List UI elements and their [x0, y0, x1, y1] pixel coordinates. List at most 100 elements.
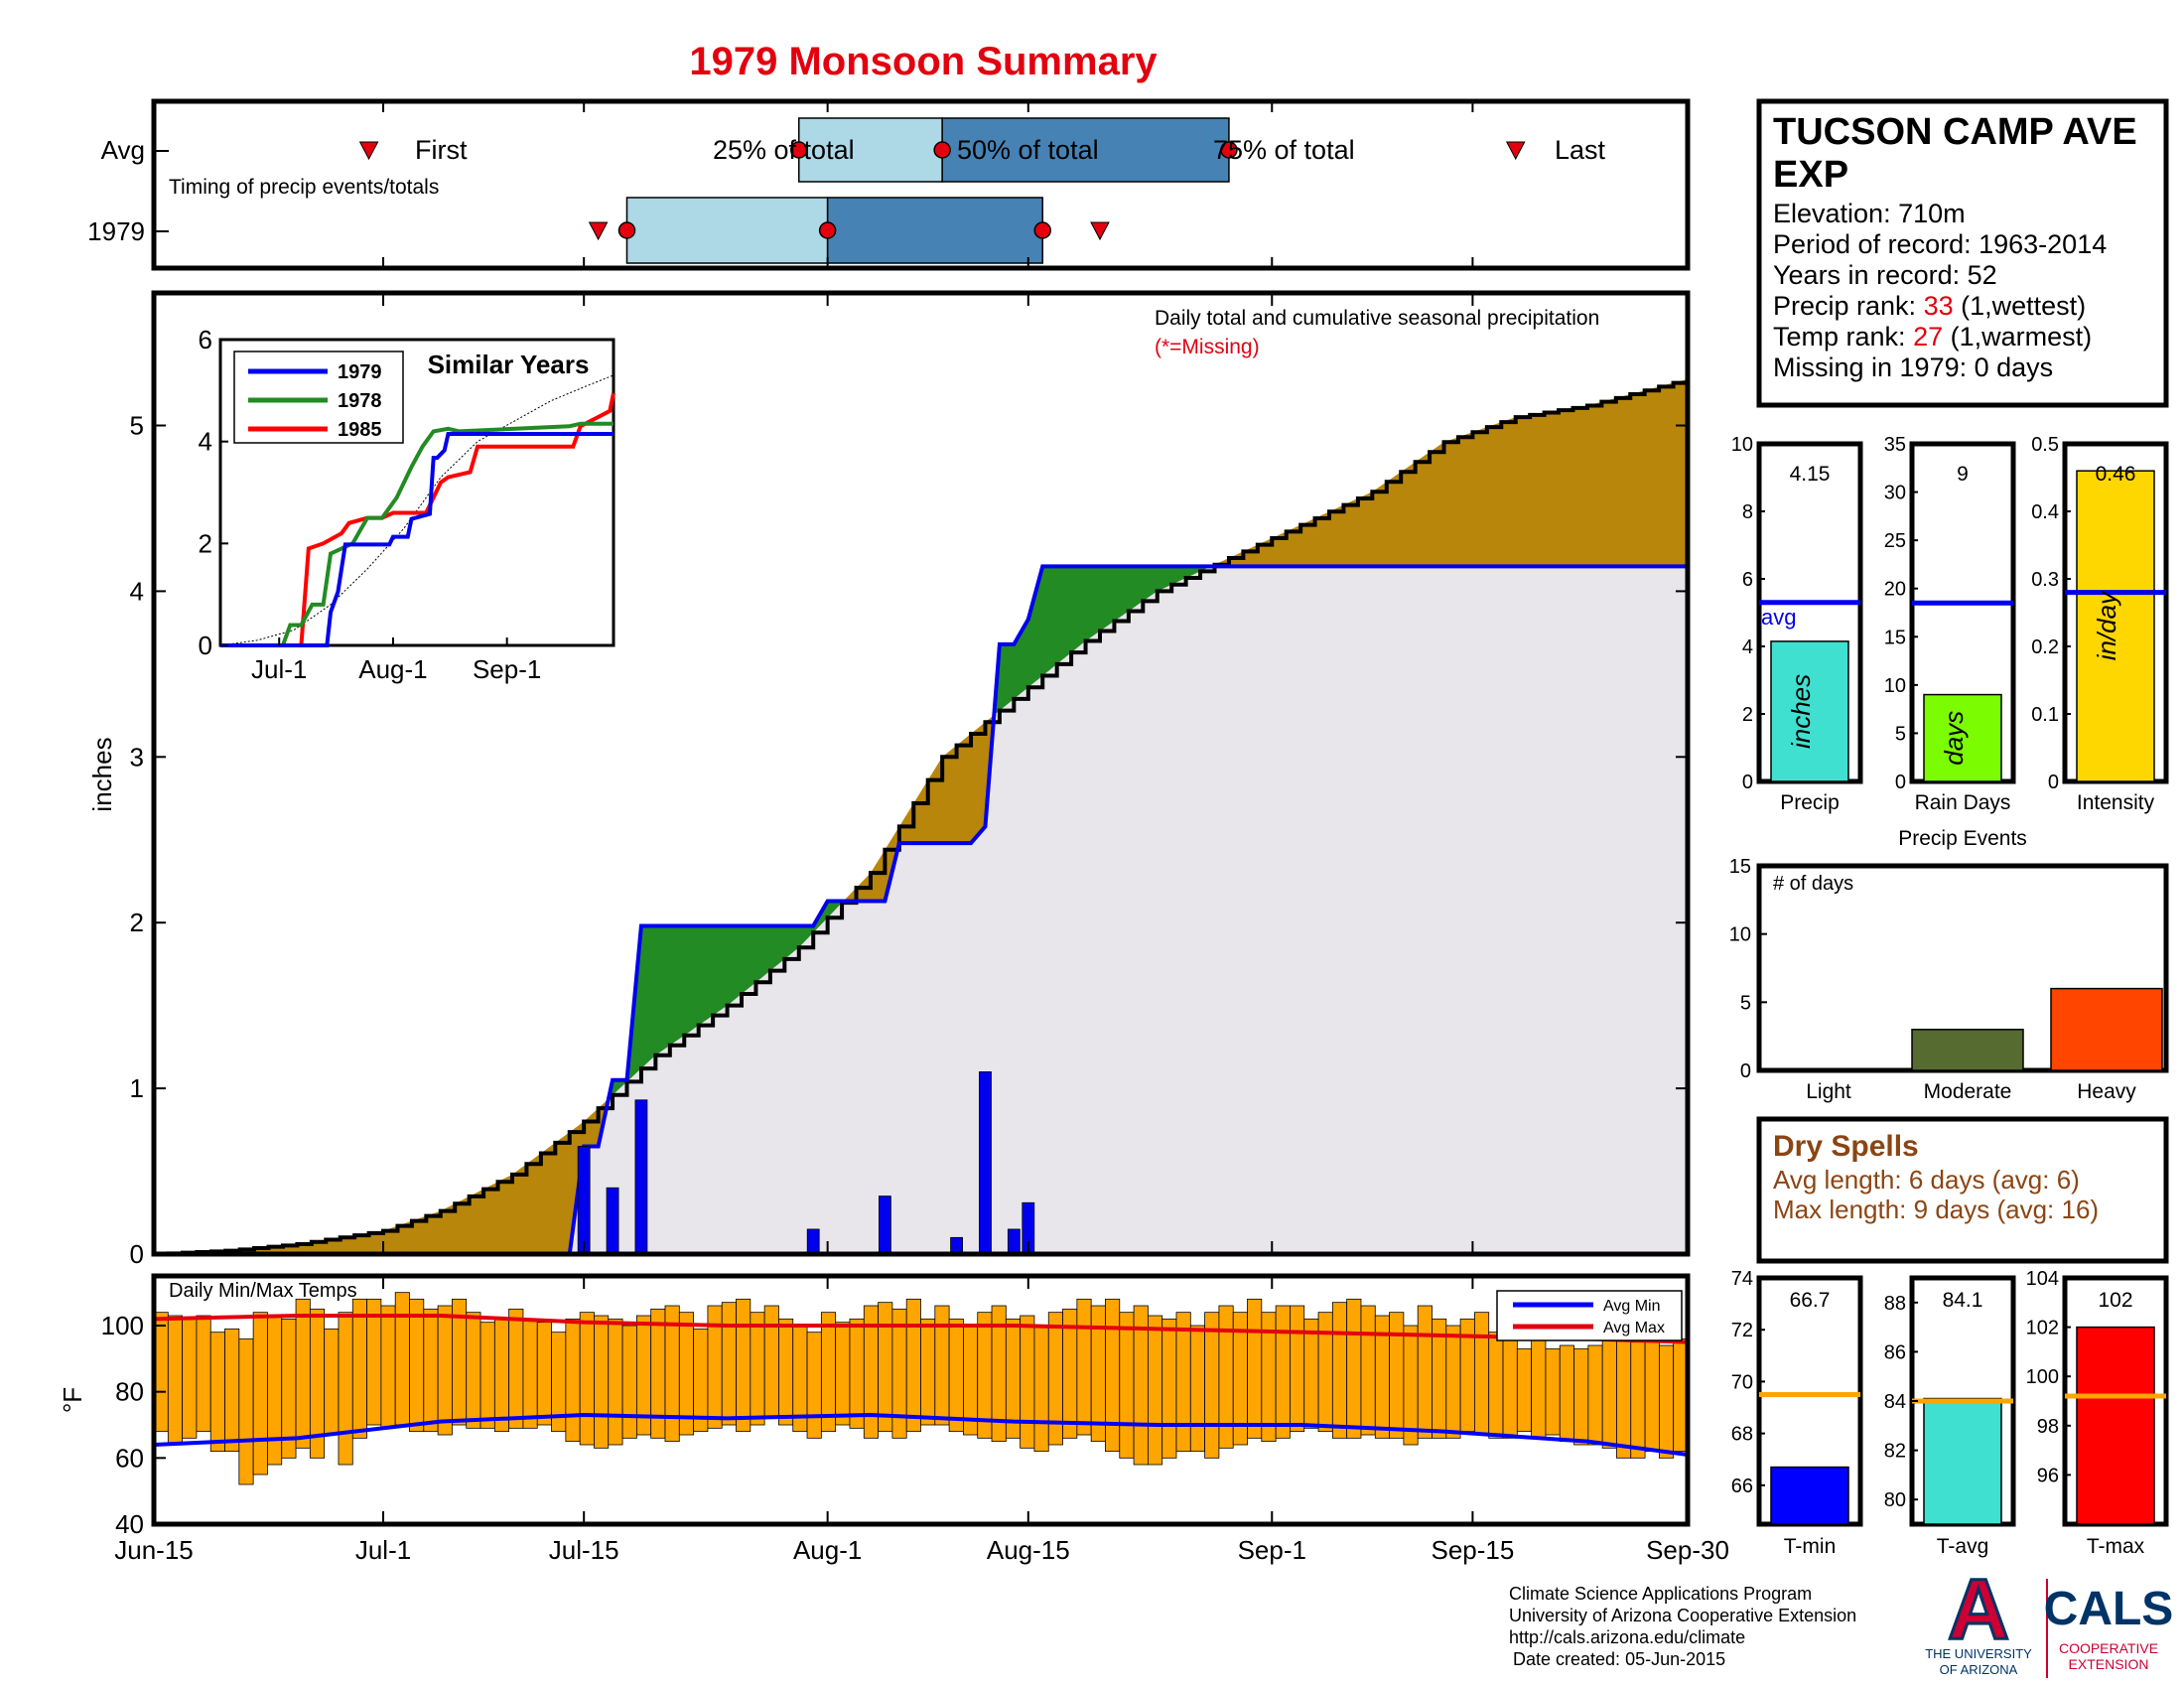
footer-line2: University of Arizona Cooperative Extens… [1509, 1606, 1856, 1625]
daily-temp-bar [493, 1318, 510, 1433]
dry-spells-box: Dry Spells Avg length: 6 days (avg: 6) M… [1756, 1116, 2169, 1264]
timing-avg-first-marker [358, 141, 379, 161]
season-temp-y-tick-label: 88 [1884, 1293, 1906, 1315]
daily-temp-bar [536, 1322, 552, 1426]
daily-precip-bar [577, 1146, 591, 1255]
daily-temp-bar [1360, 1305, 1376, 1436]
daily-temp-bar [1204, 1312, 1220, 1459]
footer-line1: Climate Science Applications Program [1509, 1584, 1812, 1604]
precip-y-tick-label: 1 [130, 1073, 144, 1103]
season-temp-bars: 66.7 T-min 66 68 70 72 74 84.1 T-avg 80 82 84 86 88 10… [1731, 1268, 2169, 1558]
inset-x-tick-label: Aug-1 [358, 654, 427, 684]
avg-above-year-fill [154, 1101, 606, 1254]
season-unit-label: inches [1786, 674, 1816, 749]
avg-above-year-fill [842, 716, 993, 904]
date-x-tick-label: Sep-1 [1238, 1535, 1306, 1565]
daily-temp-bar [508, 1308, 524, 1429]
university-of-arizona-logo: A THE UNIVERSITY OF ARIZONA [1925, 1561, 2032, 1678]
temp-y-tick-label: 40 [115, 1509, 144, 1539]
timing-p25-label: 25% of total [713, 135, 855, 165]
timing-avg-p75-marker [1220, 141, 1238, 159]
date-x-tick-label: Sep-30 [1646, 1535, 1729, 1565]
year-cumulative-line [154, 564, 1688, 1256]
station-years: Years in record: 52 [1773, 260, 1997, 290]
season-y-tick-label: 0 [1742, 772, 1753, 793]
season-y-tick-label: 10 [1884, 675, 1906, 697]
ua-logo-line2: OF ARIZONA [1940, 1662, 2018, 1677]
precip-y-tick-label: 2 [130, 908, 144, 937]
timing-caption: Timing of precip events/totals [169, 176, 439, 199]
timing-last-label: Last [1555, 135, 1606, 165]
season-y-tick-label: 6 [1742, 569, 1753, 591]
season-y-tick-label: 10 [1731, 434, 1753, 456]
season-y-tick-label: 25 [1884, 530, 1906, 552]
daily-temp-bar [224, 1328, 240, 1453]
precip-note: Daily total and cumulative seasonal prec… [1155, 307, 1599, 330]
cals-logo-text: CALS [2044, 1583, 2174, 1635]
timing-row-avg-label: Avg [101, 135, 145, 165]
season-value-label: 4.15 [1790, 463, 1831, 486]
daily-temp-bar [1175, 1312, 1191, 1453]
season-temp-y-tick-label: 86 [1884, 1341, 1906, 1363]
daily-temp-bar [1403, 1325, 1419, 1446]
season-temp-value-label: 102 [2098, 1289, 2132, 1312]
precip-y-axis-label: inches [87, 737, 117, 811]
precip-events-chart: Precip Events # of days Light Moderate Heavy… [1729, 827, 2169, 1103]
daily-temp-bar [167, 1315, 184, 1446]
season-temp-y-tick-label: 72 [1731, 1320, 1753, 1341]
season-panel-label: Intensity [2077, 791, 2155, 814]
events-bar-heavy [2050, 987, 2163, 1071]
temp-panel-title: Daily Min/Max Temps [169, 1280, 357, 1302]
daily-temp-bar [579, 1312, 595, 1446]
inset-title: Similar Years [428, 350, 590, 379]
inset-x-tick-label: Sep-1 [473, 654, 541, 684]
daily-temp-bar [1047, 1312, 1063, 1446]
season-temp-value-label: 84.1 [1943, 1289, 1983, 1312]
footer: Climate Science Applications Program Uni… [1509, 1584, 1856, 1669]
daily-temp-bar [1189, 1325, 1206, 1453]
figure-title: 1979 Monsoon Summary [689, 40, 1158, 83]
daily-temp-bar [209, 1332, 225, 1453]
daily-temp-bar [394, 1292, 410, 1426]
daily-temp-bar [778, 1318, 794, 1426]
ua-logo-letter: A [1948, 1562, 2009, 1657]
daily-temp-bar [351, 1298, 367, 1439]
events-category-label: Heavy [2077, 1080, 2136, 1103]
daily-precip-bar [950, 1236, 963, 1255]
inset-y-tick-label: 4 [199, 427, 212, 457]
year-area-fill [154, 566, 1688, 1254]
daily-temp-bar [1516, 1347, 1533, 1433]
season-y-tick-label: 0 [1895, 772, 1906, 793]
inset-legend-label: 1979 [338, 361, 382, 383]
season-unit-label: days [1939, 711, 1969, 766]
avg-above-year-fill [1207, 378, 1688, 569]
daily-temp-bar [1658, 1344, 1675, 1459]
events-category-label: Light [1806, 1080, 1851, 1103]
daily-temp-bar [1346, 1298, 1362, 1439]
precip-y-tick-label: 5 [130, 411, 144, 441]
date-x-tick-label: Jul-1 [355, 1535, 411, 1565]
season-temp-y-tick-label: 104 [2026, 1268, 2059, 1290]
daily-temp-bar [1559, 1344, 1574, 1443]
season-bar-rain-days [1923, 693, 2002, 782]
timing-row-year-label: 1979 [87, 216, 145, 246]
events-y-tick-label: 0 [1740, 1060, 1751, 1082]
daily-temp-bar [820, 1312, 837, 1433]
inset-series-line-1979 [220, 431, 614, 647]
season-temp-y-tick-label: 102 [2026, 1318, 2059, 1339]
legend-avg-min: Avg Min [1603, 1298, 1661, 1315]
average-cumulative-line [154, 378, 1690, 1256]
daily-temp-bar [763, 1305, 779, 1419]
daily-precip-bar [634, 1099, 648, 1255]
season-y-tick-label: 0.5 [2031, 434, 2059, 456]
temp-y-tick-label: 60 [115, 1443, 144, 1473]
precip-plot-area [154, 378, 1690, 1256]
cals-logo-line2: EXTENSION [2069, 1656, 2149, 1672]
date-x-tick-label: Jul-15 [549, 1535, 619, 1565]
season-y-tick-label: 0.1 [2031, 704, 2059, 726]
daily-precip-bar [879, 1196, 891, 1255]
daily-temp-bar [1290, 1305, 1305, 1433]
season-panel-label: Rain Days [1915, 791, 2011, 814]
